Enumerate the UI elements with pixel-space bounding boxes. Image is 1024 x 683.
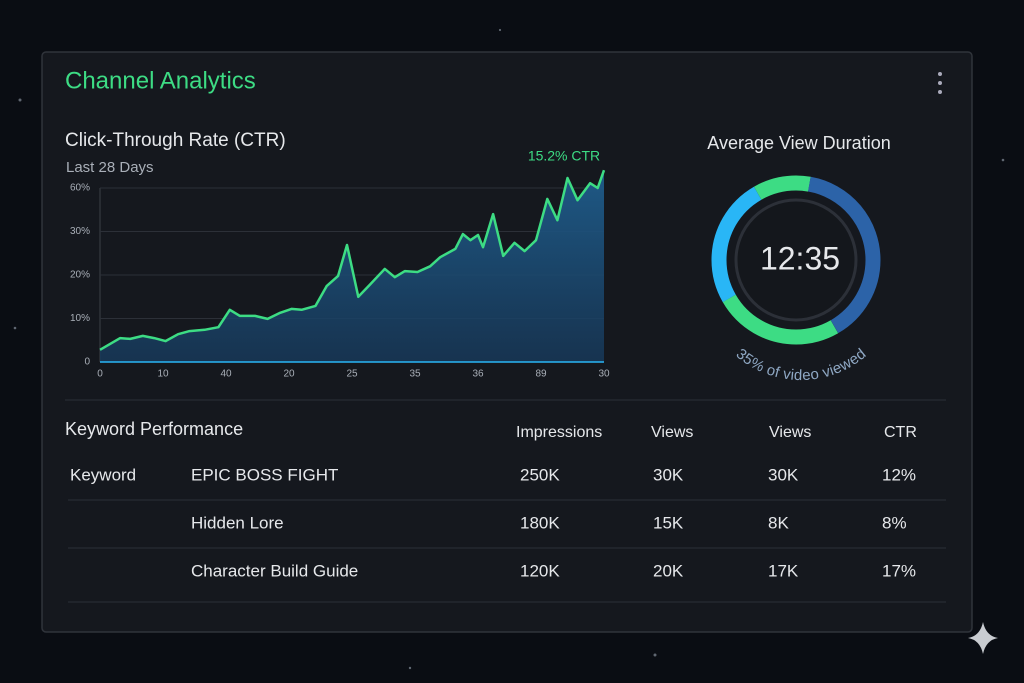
donut-segment bbox=[711, 175, 881, 345]
table-cell: 120K bbox=[520, 561, 560, 580]
y-tick-label: 60% bbox=[70, 183, 90, 194]
table-cell: 20K bbox=[653, 561, 684, 580]
table-cell: 30K bbox=[653, 465, 684, 484]
column-header: Impressions bbox=[516, 424, 602, 441]
donut-segment bbox=[711, 175, 881, 345]
line bbox=[99, 169, 606, 351]
x-tick-label: 10 bbox=[157, 369, 169, 380]
column-header: Views bbox=[769, 424, 811, 441]
y-tick-label: 20% bbox=[70, 270, 90, 281]
area bbox=[100, 170, 604, 362]
y-tick-label: 10% bbox=[70, 313, 90, 324]
x-tick-label: 25 bbox=[346, 369, 358, 380]
table-cell: 250K bbox=[520, 465, 560, 484]
chart-title: Click-Through Rate (CTR) bbox=[65, 130, 286, 151]
table-cell: 30K bbox=[768, 465, 799, 484]
chart-subtitle: Last 28 Days bbox=[66, 159, 154, 176]
table-cell: Character Build Guide bbox=[191, 561, 358, 580]
y-tick-label: 0 bbox=[84, 357, 90, 368]
table-cell: 8K bbox=[768, 513, 789, 532]
duration-value: 12:35 bbox=[760, 240, 840, 276]
table-cell: 15K bbox=[653, 513, 684, 532]
donut-title: Average View Duration bbox=[707, 133, 890, 153]
x-tick-label: 89 bbox=[535, 369, 547, 380]
donut bbox=[711, 175, 881, 345]
x-tick-label: 0 bbox=[97, 369, 103, 380]
x-tick-label: 36 bbox=[472, 369, 484, 380]
x-tick-label: 35 bbox=[409, 369, 421, 380]
sparkle-icon bbox=[968, 622, 998, 654]
table-cell: 180K bbox=[520, 513, 560, 532]
table-cell: Hidden Lore bbox=[191, 513, 284, 532]
donut-segment bbox=[711, 175, 881, 345]
table-cell: EPIC BOSS FIGHT bbox=[191, 465, 338, 484]
table-cell: 17K bbox=[768, 561, 799, 580]
x-tick-label: 20 bbox=[283, 369, 295, 380]
x-tick-label: 40 bbox=[220, 369, 232, 380]
table-cell: 17% bbox=[882, 561, 916, 580]
menu-button[interactable] bbox=[938, 72, 942, 94]
card-title: Channel Analytics bbox=[65, 67, 256, 94]
y-tick-label: 30% bbox=[70, 226, 90, 237]
row-label: Keyword bbox=[70, 465, 136, 484]
column-header: Views bbox=[651, 424, 693, 441]
chart-annotation: 15.2% CTR bbox=[528, 148, 600, 164]
table-cell: 12% bbox=[882, 465, 916, 484]
table-rows: EPIC BOSS FIGHT 250K 30K 30K 12% Hidden Lore 1… bbox=[68, 465, 946, 603]
plot: 0 10% 20% 30% 60% 0 10 40 20 25 35 36 89 30 bbox=[70, 169, 610, 380]
donut-center bbox=[734, 198, 858, 322]
table-title: Keyword Performance bbox=[65, 419, 243, 439]
table-cell: 8% bbox=[882, 513, 907, 532]
x-tick-label: 30 bbox=[598, 369, 610, 380]
column-header: CTR bbox=[884, 424, 917, 441]
donut-segment bbox=[711, 175, 881, 345]
